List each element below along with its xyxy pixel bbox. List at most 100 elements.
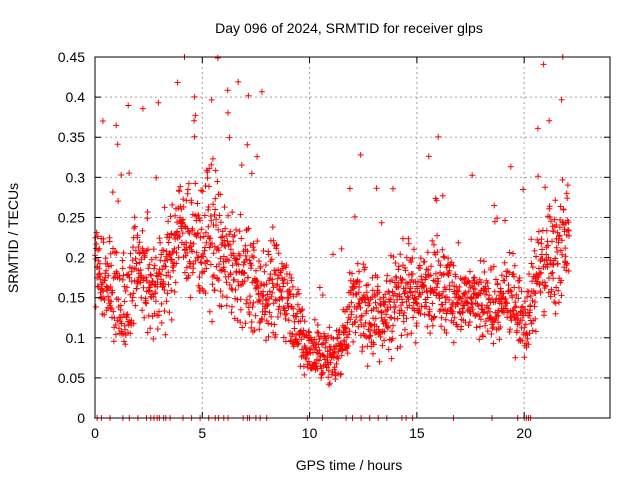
- data-point: [555, 287, 562, 294]
- data-point: [107, 283, 114, 290]
- data-point: [423, 303, 430, 310]
- data-point: [123, 314, 130, 321]
- data-point: [450, 339, 457, 346]
- data-point: [519, 317, 526, 324]
- data-point: [96, 245, 103, 252]
- y-tick-label: 0.3: [66, 169, 86, 185]
- data-point: [319, 292, 326, 298]
- data-point: [256, 326, 263, 333]
- data-point: [192, 180, 199, 187]
- data-point: [276, 303, 283, 310]
- data-point: [132, 255, 139, 262]
- data-point: [187, 294, 194, 301]
- data-point: [414, 301, 421, 307]
- data-point: [544, 264, 551, 270]
- data-point: [400, 318, 407, 325]
- data-point: [260, 292, 267, 299]
- data-point: [543, 251, 550, 258]
- data-point: [173, 260, 180, 267]
- data-point: [289, 331, 296, 337]
- data-point: [149, 291, 155, 298]
- data-point: [414, 285, 421, 292]
- data-point: [265, 300, 271, 307]
- data-point: [217, 255, 224, 262]
- data-point: [190, 261, 197, 267]
- x-tick-label: 0: [91, 425, 99, 441]
- data-point: [490, 324, 497, 330]
- data-point: [322, 344, 329, 351]
- data-point: [99, 285, 106, 292]
- data-point: [126, 274, 133, 281]
- data-point: [134, 232, 141, 239]
- data-point: [212, 195, 219, 202]
- data-point: [345, 343, 352, 349]
- data-point: [376, 289, 382, 296]
- data-point: [533, 253, 540, 260]
- data-point: [501, 259, 508, 266]
- data-point: [352, 329, 359, 336]
- data-point: [306, 329, 313, 336]
- data-point: [278, 288, 285, 295]
- data-point: [265, 320, 272, 327]
- data-point: [378, 309, 385, 315]
- data-point: [391, 309, 398, 315]
- data-point: [258, 88, 265, 95]
- data-point: [96, 260, 103, 267]
- data-point: [234, 296, 241, 303]
- data-point: [141, 314, 148, 321]
- data-point: [261, 311, 268, 318]
- data-point: [118, 330, 125, 337]
- data-point: [386, 289, 393, 296]
- data-point: [379, 342, 386, 349]
- data-point: [465, 322, 472, 329]
- data-point: [214, 178, 221, 185]
- data-point: [295, 290, 302, 297]
- data-point: [439, 293, 445, 299]
- data-point: [378, 309, 385, 316]
- data-point: [116, 275, 123, 282]
- data-point: [559, 237, 565, 244]
- data-point: [478, 279, 485, 286]
- data-point: [204, 258, 211, 265]
- data-point: [553, 222, 560, 228]
- data-point: [381, 316, 388, 323]
- data-point: [493, 276, 499, 283]
- data-point: [434, 280, 441, 287]
- data-point: [390, 322, 396, 329]
- data-point: [357, 151, 364, 158]
- data-point: [406, 302, 413, 309]
- data-point: [456, 283, 463, 290]
- data-point: [313, 344, 320, 351]
- data-point: [415, 278, 422, 285]
- data-point: [351, 319, 358, 326]
- data-point: [209, 281, 216, 288]
- data-point: [164, 257, 171, 264]
- x-axis-label: GPS time / hours: [296, 457, 403, 473]
- data-point: [194, 200, 201, 207]
- data-point: [281, 276, 288, 283]
- data-point: [189, 225, 196, 232]
- data-point: [218, 219, 224, 226]
- data-point: [185, 186, 191, 193]
- data-point: [195, 212, 202, 218]
- data-point: [405, 296, 412, 303]
- data-point: [207, 235, 214, 242]
- data-point: [349, 270, 355, 277]
- data-point: [282, 315, 289, 322]
- data-point: [348, 308, 355, 315]
- data-point: [431, 313, 438, 320]
- data-point: [305, 358, 312, 365]
- data-point: [522, 298, 528, 305]
- data-point: [506, 249, 513, 256]
- data-point: [191, 117, 198, 124]
- data-point: [495, 319, 502, 326]
- data-point: [536, 270, 543, 277]
- data-point: [160, 247, 167, 254]
- data-point: [256, 296, 263, 303]
- data-point: [202, 229, 209, 236]
- data-point: [268, 293, 275, 300]
- data-point: [490, 340, 497, 347]
- data-point: [103, 267, 110, 274]
- data-point: [355, 300, 362, 307]
